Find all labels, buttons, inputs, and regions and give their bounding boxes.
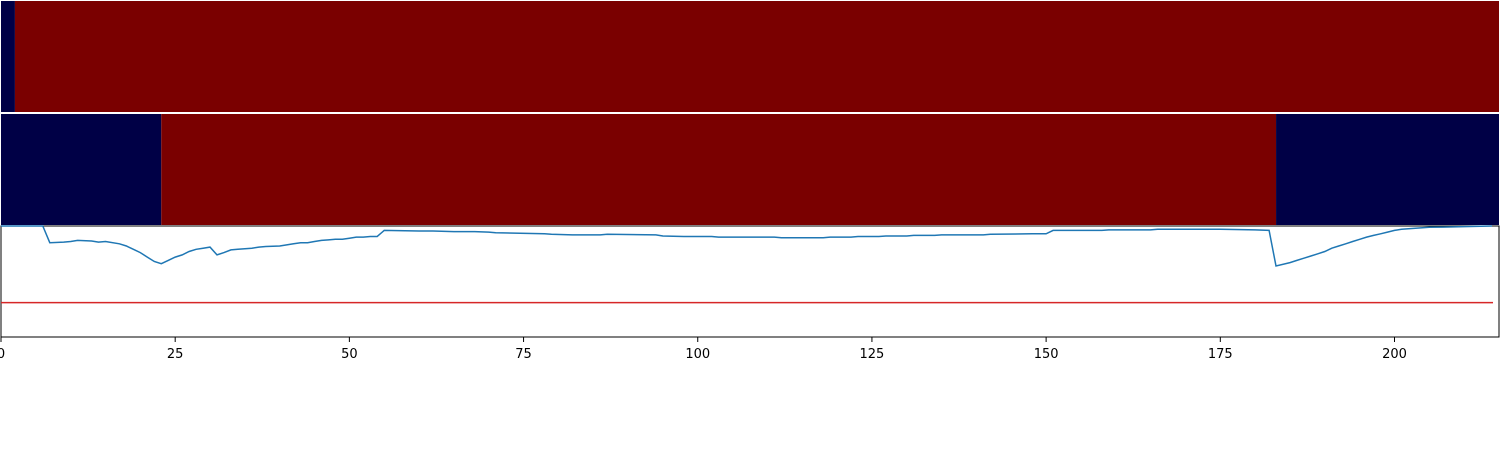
x-tick-label: 25 xyxy=(167,347,184,362)
heatmap-middle-segment-1 xyxy=(161,114,1277,225)
x-tick-label: 200 xyxy=(1382,347,1407,362)
x-tick-label: 75 xyxy=(515,347,532,362)
series-line xyxy=(1,225,1493,267)
line-panel-frame xyxy=(0,225,1500,338)
heatmap-top-segment-0 xyxy=(1,1,15,112)
heatmap-middle-segment-2 xyxy=(1276,114,1499,225)
x-tick-label: 100 xyxy=(685,347,710,362)
heatmap-middle-segment-0 xyxy=(1,114,162,225)
x-tick-label: 50 xyxy=(341,347,358,362)
heatmap-top-segment-1 xyxy=(14,1,1499,112)
heatmap-middle xyxy=(1,114,1499,225)
x-tick-label: 0 xyxy=(0,347,5,362)
x-tick-label: 150 xyxy=(1034,347,1059,362)
heatmap-top xyxy=(1,1,1499,112)
line-panel xyxy=(0,225,1500,338)
x-axis: 0 25 50 75 100 125 150 175 200 xyxy=(0,337,1407,362)
x-tick-label: 175 xyxy=(1208,347,1233,362)
x-tick-label: 125 xyxy=(860,347,885,362)
